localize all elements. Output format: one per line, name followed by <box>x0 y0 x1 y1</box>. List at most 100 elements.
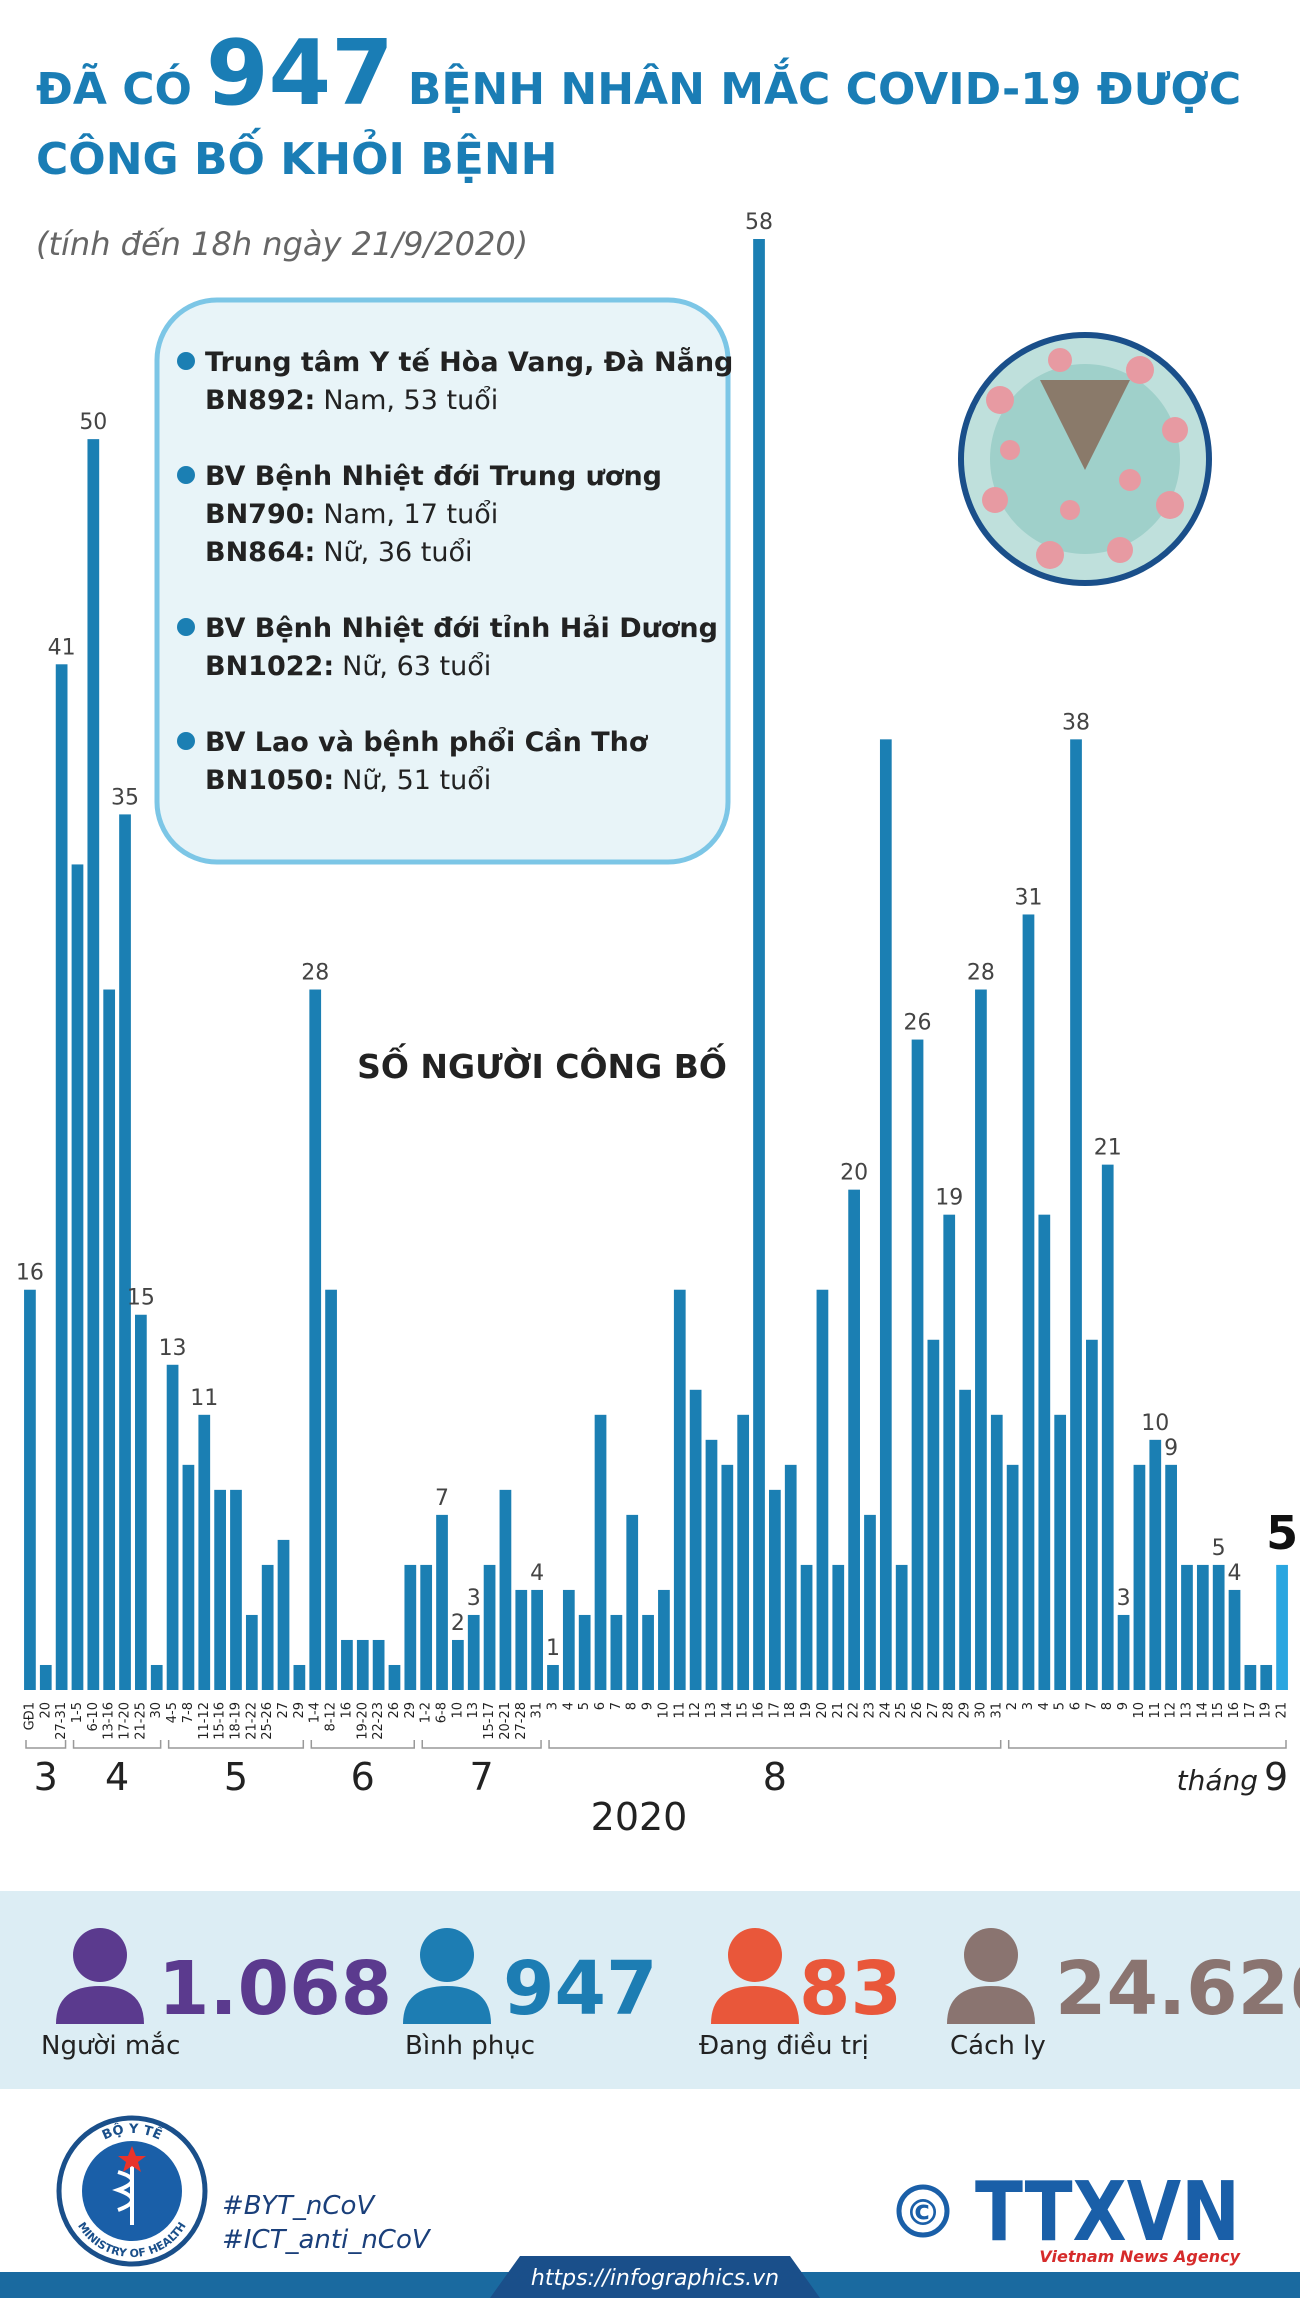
x-tick-label: 6-10 <box>86 1702 101 1732</box>
month-bracket <box>548 1740 1002 1749</box>
logo-star <box>118 2146 146 2172</box>
bar <box>1070 739 1082 1690</box>
bar <box>816 1289 829 1690</box>
bar <box>1165 1464 1177 1690</box>
value-label: 10 <box>1141 1411 1169 1436</box>
ttxvn-logo: TTXVN <box>975 2165 1240 2260</box>
bar <box>230 1489 242 1690</box>
info-box <box>154 297 731 865</box>
x-tick-label: 4 <box>561 1702 576 1710</box>
x-tick-label: 1-4 <box>308 1702 323 1723</box>
stat-value: 1.068 <box>158 1946 392 2032</box>
bar <box>483 1564 496 1690</box>
x-tick-label: 23 <box>862 1702 877 1719</box>
x-tick-label: 26 <box>910 1702 925 1719</box>
person-head <box>728 1928 782 1982</box>
x-tick-label: 1-5 <box>70 1702 85 1723</box>
virus-illustration <box>958 332 1212 586</box>
title-line-1: ĐÃ CÓ 947 BỆNH NHÂN MẮC COVID-19 ĐƯỢC <box>36 21 1241 126</box>
person-head <box>73 1928 127 1982</box>
hospital-name: BV Bệnh Nhiệt đới Trung ương <box>205 461 662 492</box>
month-bracket <box>1007 1740 1287 1749</box>
bar <box>705 1439 718 1690</box>
bar <box>800 1564 813 1690</box>
title-number: 947 <box>206 21 394 126</box>
bar <box>1022 914 1035 1690</box>
x-tick-label: 7 <box>1084 1702 1099 1710</box>
logo-top-text: BỘ Y TẾ <box>100 2122 165 2144</box>
x-tick-label: 13-16 <box>102 1702 117 1740</box>
chart-title: SỐ NGƯỜI CÔNG BỐ <box>357 1041 727 1086</box>
x-tick-label: 18 <box>783 1702 798 1719</box>
bar <box>103 989 116 1690</box>
x-tick-label: 18-19 <box>228 1702 243 1740</box>
x-tick-label: 30 <box>973 1702 988 1719</box>
month-label: 5 <box>224 1755 248 1799</box>
month-label: 4 <box>105 1755 129 1799</box>
bar <box>737 1414 750 1690</box>
x-tick-label: 11-12 <box>197 1702 212 1740</box>
x-tick-label: 31 <box>989 1702 1004 1719</box>
x-tick-label: 29 <box>403 1702 418 1719</box>
month-label: 7 <box>470 1755 494 1799</box>
bar <box>689 1389 702 1690</box>
bar <box>452 1639 464 1690</box>
x-tick-label: 29 <box>292 1702 307 1719</box>
bar <box>975 989 987 1690</box>
month-bracket <box>167 1740 305 1749</box>
value-label: 31 <box>1014 885 1042 910</box>
x-tick-label: 2 <box>1005 1702 1020 1710</box>
x-tick-label: 28 <box>942 1702 957 1719</box>
bar <box>214 1489 226 1690</box>
month-bracket <box>421 1740 542 1749</box>
bar <box>562 1589 575 1690</box>
patient-detail: Nữ, 51 tuổi <box>342 765 491 796</box>
x-tick-label: 25-26 <box>260 1702 275 1740</box>
bar <box>309 989 322 1690</box>
bar <box>673 1289 686 1690</box>
bar <box>626 1514 639 1690</box>
virus-spikes <box>982 348 1188 569</box>
stats-band <box>0 1891 1300 2089</box>
x-tick-label: 8 <box>625 1702 640 1710</box>
x-tick-label: 8 <box>1100 1702 1115 1710</box>
x-tick-label: 30 <box>149 1702 164 1719</box>
x-tick-label: 21-25 <box>133 1702 148 1740</box>
person-body <box>56 1986 144 2024</box>
bar <box>1117 1614 1130 1690</box>
x-tick-label: 14 <box>1195 1702 1210 1719</box>
copyright: © <box>905 2193 941 2234</box>
subtitle: (tính đến 18h ngày 21/9/2020) <box>36 225 528 263</box>
value-label: 3 <box>1117 1586 1131 1611</box>
patient-detail: Nam, 17 tuổi <box>323 499 498 530</box>
bar <box>1038 1214 1051 1690</box>
ttxvn-sub: Vietnam News Agency <box>1039 2247 1240 2266</box>
bar <box>341 1639 353 1690</box>
x-tick-label: 21 <box>831 1702 846 1719</box>
x-tick-label: 13 <box>1179 1702 1194 1719</box>
x-tick-label: 9 <box>641 1702 656 1710</box>
bar <box>959 1389 971 1690</box>
x-tick-label: 17 <box>767 1702 782 1719</box>
value-label: 9 <box>1164 1436 1178 1461</box>
value-label: 7 <box>435 1486 449 1511</box>
value-label: 3 <box>467 1586 481 1611</box>
value-label: 20 <box>840 1161 868 1186</box>
x-tick-label: 10 <box>656 1702 671 1719</box>
value-label: 26 <box>904 1011 932 1036</box>
stat-label: Người mắc <box>41 2030 180 2061</box>
patient-id: BN892: <box>205 385 315 416</box>
patient-id: BN864: <box>205 537 315 568</box>
x-tick-label: 27-31 <box>54 1702 69 1740</box>
x-tick-label: 20 <box>815 1702 830 1719</box>
x-tick-label: 15-16 <box>213 1702 228 1740</box>
x-tick-label: 19 <box>1259 1702 1274 1719</box>
bar <box>150 1664 163 1690</box>
url-tab <box>490 2256 820 2298</box>
patient-detail: Nữ, 63 tuổi <box>342 651 491 682</box>
logo-top-path: BỘ Y TẾ <box>100 2122 165 2144</box>
bar <box>1181 1564 1193 1690</box>
x-tick-label: 11 <box>672 1702 687 1719</box>
bar <box>135 1314 147 1690</box>
